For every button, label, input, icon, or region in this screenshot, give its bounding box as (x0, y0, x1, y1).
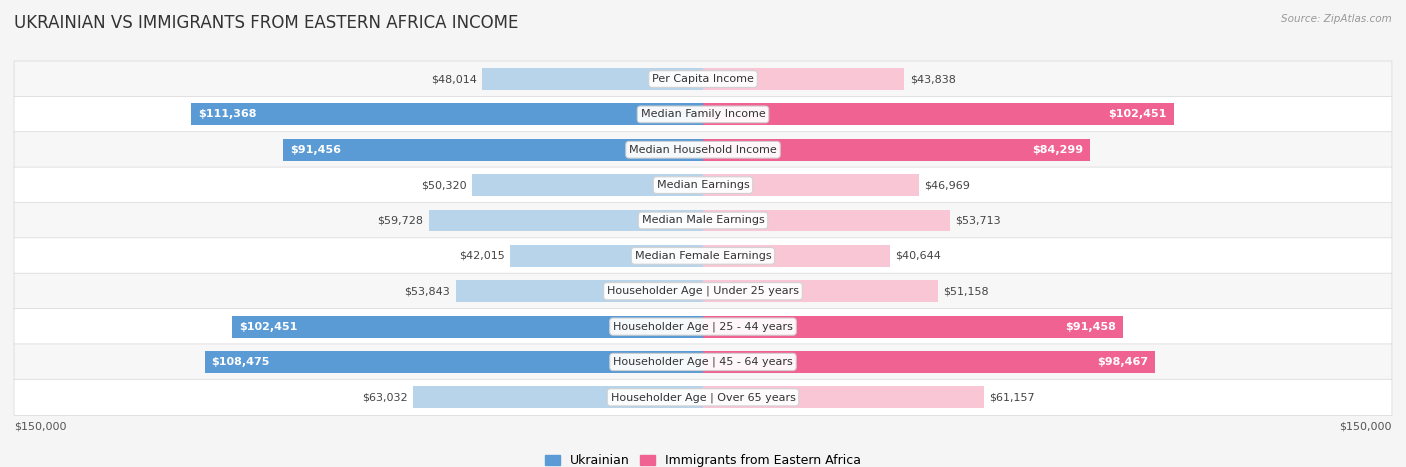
Text: Per Capita Income: Per Capita Income (652, 74, 754, 84)
Text: $53,713: $53,713 (955, 215, 1001, 226)
Bar (703, 68, 904, 90)
Text: $150,000: $150,000 (14, 421, 66, 431)
FancyBboxPatch shape (14, 309, 1392, 345)
Text: Median Family Income: Median Family Income (641, 109, 765, 120)
FancyBboxPatch shape (14, 344, 1392, 380)
Text: Householder Age | 45 - 64 years: Householder Age | 45 - 64 years (613, 357, 793, 367)
Text: $51,158: $51,158 (943, 286, 988, 296)
FancyBboxPatch shape (14, 379, 1392, 415)
Text: UKRAINIAN VS IMMIGRANTS FROM EASTERN AFRICA INCOME: UKRAINIAN VS IMMIGRANTS FROM EASTERN AFR… (14, 14, 519, 32)
Text: $102,451: $102,451 (1108, 109, 1167, 120)
Bar (703, 245, 890, 267)
Text: $46,969: $46,969 (924, 180, 970, 190)
Bar (191, 103, 703, 125)
Bar (510, 245, 703, 267)
Text: Householder Age | Under 25 years: Householder Age | Under 25 years (607, 286, 799, 297)
Text: $111,368: $111,368 (198, 109, 257, 120)
FancyBboxPatch shape (14, 132, 1392, 168)
Text: Median Earnings: Median Earnings (657, 180, 749, 190)
Text: $53,843: $53,843 (405, 286, 450, 296)
Bar (482, 68, 703, 90)
Text: $84,299: $84,299 (1032, 145, 1083, 155)
FancyBboxPatch shape (14, 96, 1392, 133)
Bar (205, 351, 703, 373)
Bar (703, 210, 949, 232)
Bar (429, 210, 703, 232)
Text: $43,838: $43,838 (910, 74, 956, 84)
FancyBboxPatch shape (14, 167, 1392, 203)
FancyBboxPatch shape (14, 203, 1392, 239)
Bar (703, 139, 1090, 161)
Text: $61,157: $61,157 (990, 392, 1035, 402)
Bar (703, 103, 1174, 125)
Text: Median Household Income: Median Household Income (628, 145, 778, 155)
Text: Source: ZipAtlas.com: Source: ZipAtlas.com (1281, 14, 1392, 24)
Text: $59,728: $59,728 (377, 215, 423, 226)
Bar (283, 139, 703, 161)
Text: Householder Age | 25 - 44 years: Householder Age | 25 - 44 years (613, 321, 793, 332)
Text: $98,467: $98,467 (1097, 357, 1149, 367)
FancyBboxPatch shape (14, 273, 1392, 309)
Text: $50,320: $50,320 (420, 180, 467, 190)
Legend: Ukrainian, Immigrants from Eastern Africa: Ukrainian, Immigrants from Eastern Afric… (540, 449, 866, 467)
Bar (703, 351, 1156, 373)
Text: Median Male Earnings: Median Male Earnings (641, 215, 765, 226)
Text: $63,032: $63,032 (363, 392, 408, 402)
Text: $48,014: $48,014 (432, 74, 477, 84)
Text: $102,451: $102,451 (239, 322, 298, 332)
Bar (703, 174, 918, 196)
Text: $108,475: $108,475 (212, 357, 270, 367)
FancyBboxPatch shape (14, 61, 1392, 97)
Text: $91,458: $91,458 (1066, 322, 1116, 332)
Text: Householder Age | Over 65 years: Householder Age | Over 65 years (610, 392, 796, 403)
Bar (472, 174, 703, 196)
FancyBboxPatch shape (14, 238, 1392, 274)
Bar (703, 316, 1123, 338)
Bar (703, 386, 984, 408)
Text: $40,644: $40,644 (896, 251, 941, 261)
Bar (703, 280, 938, 302)
Text: $150,000: $150,000 (1340, 421, 1392, 431)
Bar (413, 386, 703, 408)
Bar (232, 316, 703, 338)
Text: $42,015: $42,015 (458, 251, 505, 261)
Bar (456, 280, 703, 302)
Text: Median Female Earnings: Median Female Earnings (634, 251, 772, 261)
Text: $91,456: $91,456 (290, 145, 340, 155)
